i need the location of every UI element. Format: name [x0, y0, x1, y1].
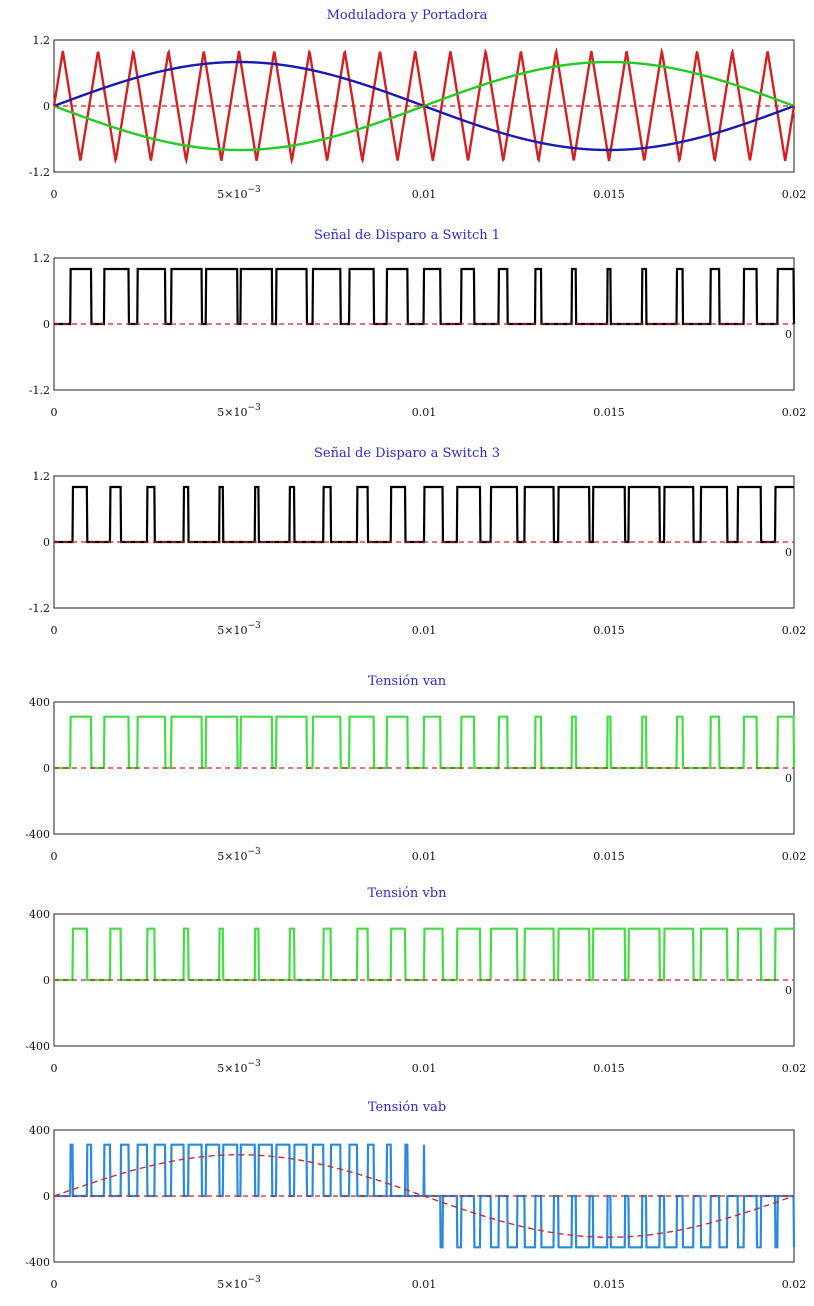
y-tick-label: 0: [43, 762, 50, 775]
x-tick-label: 0.01: [412, 406, 437, 419]
signal-series-line: [54, 715, 796, 770]
y-tick-label: 0: [43, 974, 50, 987]
y-tick-label: 400: [29, 908, 50, 921]
right-axis-label: 0: [785, 546, 792, 559]
y-tick-label: 400: [29, 696, 50, 709]
x-tick-label: 0: [51, 624, 58, 637]
chart-panel: Tensión vab 400 0 -400 0 5×10−3 0.01 0.015 0.02: [0, 1094, 814, 1306]
chart-title: Señal de Disparo a Switch 3: [313, 446, 500, 461]
x-tick-label: 0.02: [782, 1278, 807, 1291]
chart-svg: 1.20-1.20 5×10−3 0.01 0.015 0.020: [29, 470, 807, 637]
y-tick-label: -1.2: [29, 384, 50, 397]
right-axis-label: 0: [785, 984, 792, 997]
x-tick-label: 0.02: [782, 624, 807, 637]
x-tick-label: 0.02: [782, 188, 807, 201]
y-tick-label: 1.2: [33, 252, 51, 265]
y-tick-label: 0: [43, 318, 50, 331]
chart-title: Moduladora y Portadora: [326, 8, 488, 23]
chart-svg: 1.20-1.20 5×10−3 0.01 0.015 0.020: [29, 252, 807, 419]
x-tick-label: 0.01: [412, 624, 437, 637]
chart-panel: Moduladora y Portadora 1.2 0 -1.2 0 5×10−3 0.0…: [0, 0, 814, 216]
chart-title: Tensión vab: [367, 1100, 447, 1115]
x-tick-label: 0.01: [412, 850, 437, 863]
chart-title: Tensión van: [367, 674, 447, 689]
x-tick-label: 5×10−3: [217, 185, 261, 201]
signal-series-line: [54, 485, 794, 544]
chart-title: Señal de Disparo a Switch 1: [313, 228, 500, 243]
x-tick-label: 0: [51, 406, 58, 419]
chart-svg: 1.20-1.20 5×10−3 0.01 0.015 0.02: [29, 34, 807, 201]
x-tick-label: 0: [51, 850, 58, 863]
chart-title: Tensión vbn: [367, 886, 447, 901]
x-tick-label: 0.015: [593, 406, 625, 419]
y-tick-label: -400: [25, 828, 50, 841]
chart-panel: Señal de Disparo a Switch 1 1.2 0 -1.2 0 5×10…: [0, 222, 814, 434]
x-tick-label: 0.015: [593, 1062, 625, 1075]
y-tick-label: -1.2: [29, 166, 50, 179]
y-tick-label: 0: [43, 536, 50, 549]
y-tick-label: -400: [25, 1256, 50, 1269]
x-tick-label: 0.02: [782, 1062, 807, 1075]
signal-series-line: [54, 927, 794, 982]
x-tick-label: 0.01: [412, 188, 437, 201]
x-tick-label: 0.015: [593, 188, 625, 201]
x-tick-label: 5×10−3: [217, 621, 261, 637]
x-tick-label: 0: [51, 1062, 58, 1075]
x-tick-label: 5×10−3: [217, 1059, 261, 1075]
y-tick-label: -400: [25, 1040, 50, 1053]
y-tick-label: -1.2: [29, 602, 50, 615]
x-tick-label: 0.01: [412, 1062, 437, 1075]
chart-panel: Tensión vbn 400 0 -400 0 5×10−3 0.01 0.015 0.02 0: [0, 880, 814, 1090]
y-tick-label: 0: [43, 100, 50, 113]
signal-series-line: [54, 267, 796, 326]
x-tick-label: 0.01: [412, 1278, 437, 1291]
x-tick-label: 0.015: [593, 624, 625, 637]
right-axis-label: 0: [785, 772, 792, 785]
x-tick-label: 0: [51, 188, 58, 201]
chart-panel: Tensión van 400 0 -400 0 5×10−3 0.01 0.015 0.02 0: [0, 668, 814, 878]
y-tick-label: 0: [43, 1190, 50, 1203]
right-axis-label: 0: [785, 328, 792, 341]
x-tick-label: 0.02: [782, 406, 807, 419]
signal-series-line: [54, 1143, 796, 1249]
x-tick-label: 5×10−3: [217, 1275, 261, 1291]
x-tick-label: 0: [51, 1278, 58, 1291]
y-tick-label: 1.2: [33, 470, 51, 483]
x-tick-label: 0.015: [593, 850, 625, 863]
x-tick-label: 5×10−3: [217, 847, 261, 863]
y-tick-label: 1.2: [33, 34, 51, 47]
chart-panel: Señal de Disparo a Switch 3 1.2 0 -1.2 0 5×10…: [0, 440, 814, 652]
x-tick-label: 0.02: [782, 850, 807, 863]
y-tick-label: 400: [29, 1124, 50, 1137]
x-tick-label: 5×10−3: [217, 403, 261, 419]
x-tick-label: 0.015: [593, 1278, 625, 1291]
